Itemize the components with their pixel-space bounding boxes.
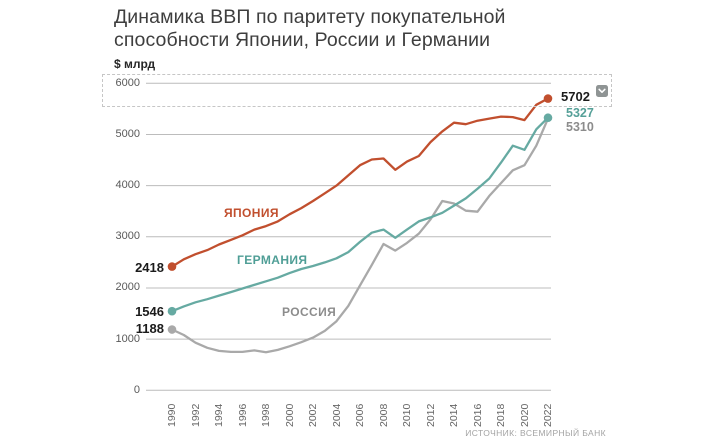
y-tick-label: 1000 bbox=[115, 332, 140, 345]
series-line-germany bbox=[170, 116, 550, 313]
chevron-down-icon bbox=[598, 88, 606, 94]
y-tick-label: 0 bbox=[133, 383, 140, 396]
x-tick-label: 2006 bbox=[354, 403, 366, 427]
end-dot-japan bbox=[543, 94, 553, 103]
x-tick-label: 2012 bbox=[424, 403, 437, 427]
start-value-russia: 1188 bbox=[135, 321, 164, 336]
x-tick-label: 1990 bbox=[166, 403, 178, 427]
x-tick-label: 1996 bbox=[236, 403, 249, 427]
y-tick-label: 4000 bbox=[115, 179, 140, 192]
x-tick-label: 2002 bbox=[307, 403, 319, 427]
series-line-japan bbox=[170, 97, 550, 268]
end-dot-germany bbox=[543, 113, 553, 123]
x-tick-label: 2018 bbox=[495, 403, 507, 427]
start-dot-japan bbox=[167, 262, 177, 271]
x-tick-label: 1994 bbox=[213, 403, 225, 427]
x-tick-label: 2020 bbox=[518, 403, 531, 427]
x-tick-label: 2004 bbox=[330, 403, 343, 427]
x-tick-label: 2010 bbox=[401, 403, 413, 427]
y-tick-label: 2000 bbox=[115, 281, 140, 294]
x-tick-label: 2022 bbox=[542, 403, 554, 427]
y-axis-unit-label: $ млрд bbox=[114, 57, 156, 71]
chart-title: Динамика ВВП по паритету покупательной с… bbox=[114, 6, 506, 51]
start-dot-germany bbox=[167, 306, 177, 316]
x-tick-label: 2016 bbox=[471, 403, 484, 427]
x-tick-label: 2000 bbox=[283, 403, 296, 427]
y-tick-label: 3000 bbox=[115, 230, 140, 243]
start-dot-russia bbox=[167, 325, 177, 334]
source-credit: ИСТОЧНИК: ВСЕМИРНЫЙ БАНК bbox=[465, 428, 606, 438]
end-value-japan: 5702 bbox=[561, 89, 590, 104]
y-tick-label: 6000 bbox=[115, 76, 140, 89]
x-tick-label: 1998 bbox=[260, 403, 272, 427]
y-tick-label: 5000 bbox=[115, 127, 140, 140]
x-tick-label: 2014 bbox=[448, 403, 460, 427]
start-value-germany: 1546 bbox=[135, 304, 164, 319]
x-tick-label: 1992 bbox=[189, 403, 202, 427]
series-label-germany: ГЕРМАНИЯ bbox=[237, 253, 308, 267]
series-label-russia: РОССИЯ bbox=[282, 305, 337, 319]
end-value-germany: 5327 bbox=[566, 106, 594, 120]
start-value-japan: 2418 bbox=[135, 260, 164, 275]
chart-options-button[interactable] bbox=[596, 85, 608, 97]
series-label-japan: ЯПОНИЯ bbox=[224, 206, 279, 220]
x-tick-label: 2008 bbox=[377, 403, 390, 427]
end-value-russia: 5310 bbox=[566, 120, 594, 134]
selection-box bbox=[102, 74, 612, 107]
series-line-russia bbox=[170, 117, 550, 354]
